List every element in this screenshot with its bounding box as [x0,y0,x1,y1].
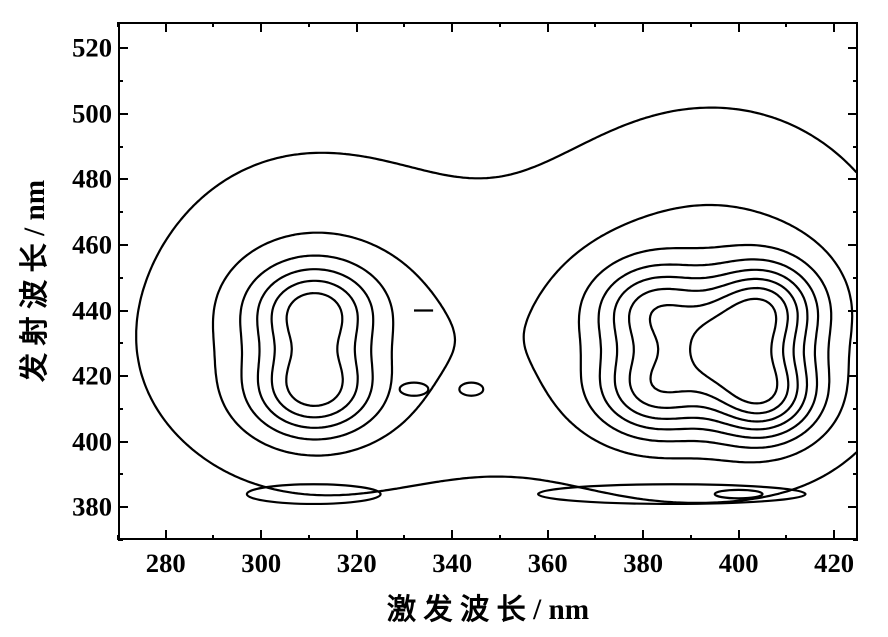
x-tick [451,22,453,32]
x-tick [785,22,787,27]
contour-level [690,299,777,404]
x-tick-label: 400 [719,548,759,579]
x-tick-label: 280 [146,548,186,579]
contour-level [257,259,818,437]
y-tick [118,342,123,344]
x-tick [642,530,644,540]
x-tick [403,535,405,540]
x-tick [308,22,310,27]
y-tick-label: 500 [62,98,112,129]
y-tick-label: 440 [62,295,112,326]
weak-peak [400,383,429,396]
x-tick-label: 360 [528,548,568,579]
x-tick [212,535,214,540]
x-tick [356,530,358,540]
weak-peak [459,383,483,396]
y-tick [118,506,128,508]
y-tick [118,47,128,49]
y-tick [848,310,858,312]
y-tick [118,539,123,541]
y-tick [118,80,123,82]
y-tick [118,441,128,443]
y-tick-label: 520 [62,33,112,64]
x-tick-label: 340 [432,548,472,579]
y-tick [118,310,128,312]
y-tick [853,342,858,344]
x-tick [308,535,310,540]
low-band [538,484,805,504]
x-tick [547,22,549,32]
x-tick [403,22,405,27]
y-tick [118,146,123,148]
x-tick [499,535,501,540]
x-tick [165,22,167,32]
x-tick [117,22,119,27]
x-tick [690,22,692,27]
y-tick-label: 420 [62,361,112,392]
contour-level [213,205,852,462]
y-tick [848,375,858,377]
x-tick [833,530,835,540]
x-tick [594,535,596,540]
low-band-inner [715,490,763,499]
x-tick [212,22,214,27]
x-tick [165,530,167,540]
y-tick [848,47,858,49]
y-tick [848,441,858,443]
x-tick [451,530,453,540]
y-tick [118,211,123,213]
x-tick [642,22,644,32]
y-tick [118,178,128,180]
x-tick [499,22,501,27]
contour-level [650,288,788,413]
y-tick-label: 380 [62,492,112,523]
y-tick [118,375,128,377]
x-tick-label: 320 [337,548,377,579]
y-tick [853,80,858,82]
y-tick-label: 400 [62,426,112,457]
x-tick-label: 420 [814,548,854,579]
x-tick [547,530,549,540]
y-tick [853,146,858,148]
y-tick [853,277,858,279]
y-tick [848,506,858,508]
x-tick [833,22,835,32]
contour-figure: 激 发 波 长 / nm 发 射 波 长 / nm 280 300 320 340 36… [0,0,888,637]
x-tick [356,22,358,32]
contour-lines [0,0,888,637]
y-tick [848,178,858,180]
x-tick [594,22,596,27]
y-tick [853,473,858,475]
y-axis-label: 发 射 波 长 / nm [11,180,53,382]
x-tick [738,530,740,540]
x-tick-label: 300 [241,548,281,579]
x-tick [260,22,262,32]
y-tick [118,244,128,246]
x-axis-label: 激 发 波 长 / nm [387,586,589,628]
y-tick [853,211,858,213]
x-tick [260,530,262,540]
y-tick [118,277,123,279]
x-tick [738,22,740,32]
y-tick [848,244,858,246]
x-tick-label: 380 [623,548,663,579]
y-tick [118,113,128,115]
contour-level [240,245,831,448]
y-tick [853,539,858,541]
y-tick [848,113,858,115]
contour-level [136,108,856,503]
y-tick-label: 480 [62,164,112,195]
x-tick [690,535,692,540]
y-tick [118,473,123,475]
y-tick [118,408,123,410]
y-tick [853,408,858,410]
y-tick-label: 460 [62,229,112,260]
x-tick [785,535,787,540]
